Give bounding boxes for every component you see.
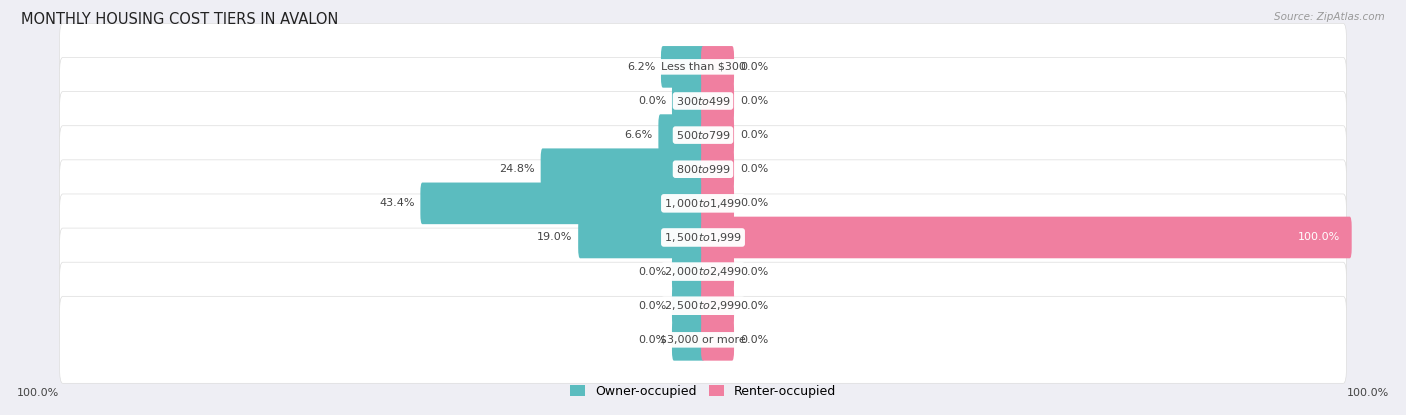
Text: $2,500 to $2,999: $2,500 to $2,999 (664, 299, 742, 312)
FancyBboxPatch shape (59, 57, 1347, 144)
FancyBboxPatch shape (59, 126, 1347, 213)
Text: 24.8%: 24.8% (499, 164, 534, 174)
Text: $1,500 to $1,999: $1,500 to $1,999 (664, 231, 742, 244)
Text: 0.0%: 0.0% (740, 266, 768, 276)
Text: 0.0%: 0.0% (638, 266, 666, 276)
Text: 6.2%: 6.2% (627, 62, 655, 72)
FancyBboxPatch shape (702, 149, 734, 190)
Text: 0.0%: 0.0% (740, 301, 768, 311)
Text: 100.0%: 100.0% (1298, 232, 1340, 242)
Text: 43.4%: 43.4% (380, 198, 415, 208)
FancyBboxPatch shape (59, 262, 1347, 349)
Text: $300 to $499: $300 to $499 (675, 95, 731, 107)
FancyBboxPatch shape (702, 285, 734, 327)
FancyBboxPatch shape (702, 114, 734, 156)
FancyBboxPatch shape (59, 92, 1347, 178)
Text: 100.0%: 100.0% (17, 388, 59, 398)
FancyBboxPatch shape (59, 23, 1347, 110)
Text: MONTHLY HOUSING COST TIERS IN AVALON: MONTHLY HOUSING COST TIERS IN AVALON (21, 12, 339, 27)
Text: 0.0%: 0.0% (740, 62, 768, 72)
Text: 100.0%: 100.0% (1347, 388, 1389, 398)
Text: 0.0%: 0.0% (638, 335, 666, 345)
FancyBboxPatch shape (541, 149, 704, 190)
Text: 0.0%: 0.0% (740, 130, 768, 140)
FancyBboxPatch shape (59, 160, 1347, 247)
FancyBboxPatch shape (672, 80, 704, 122)
Text: 0.0%: 0.0% (740, 335, 768, 345)
Text: 0.0%: 0.0% (740, 164, 768, 174)
FancyBboxPatch shape (672, 285, 704, 327)
Text: 19.0%: 19.0% (537, 232, 572, 242)
Text: 0.0%: 0.0% (638, 96, 666, 106)
FancyBboxPatch shape (672, 251, 704, 293)
FancyBboxPatch shape (59, 228, 1347, 315)
FancyBboxPatch shape (661, 46, 704, 88)
FancyBboxPatch shape (59, 296, 1347, 383)
FancyBboxPatch shape (658, 114, 704, 156)
FancyBboxPatch shape (702, 46, 734, 88)
Text: $1,000 to $1,499: $1,000 to $1,499 (664, 197, 742, 210)
Text: Source: ZipAtlas.com: Source: ZipAtlas.com (1274, 12, 1385, 22)
Text: Less than $300: Less than $300 (661, 62, 745, 72)
Text: 0.0%: 0.0% (740, 198, 768, 208)
Text: $500 to $799: $500 to $799 (675, 129, 731, 141)
Text: $2,000 to $2,499: $2,000 to $2,499 (664, 265, 742, 278)
FancyBboxPatch shape (702, 80, 734, 122)
Text: 6.6%: 6.6% (624, 130, 652, 140)
Text: $3,000 or more: $3,000 or more (661, 335, 745, 345)
Text: 0.0%: 0.0% (740, 96, 768, 106)
Text: 0.0%: 0.0% (638, 301, 666, 311)
FancyBboxPatch shape (702, 319, 734, 361)
Text: $800 to $999: $800 to $999 (675, 163, 731, 175)
FancyBboxPatch shape (420, 183, 704, 224)
Legend: Owner-occupied, Renter-occupied: Owner-occupied, Renter-occupied (565, 380, 841, 403)
FancyBboxPatch shape (702, 183, 734, 224)
FancyBboxPatch shape (672, 319, 704, 361)
FancyBboxPatch shape (59, 194, 1347, 281)
FancyBboxPatch shape (578, 217, 704, 258)
FancyBboxPatch shape (702, 251, 734, 293)
FancyBboxPatch shape (702, 217, 1351, 258)
